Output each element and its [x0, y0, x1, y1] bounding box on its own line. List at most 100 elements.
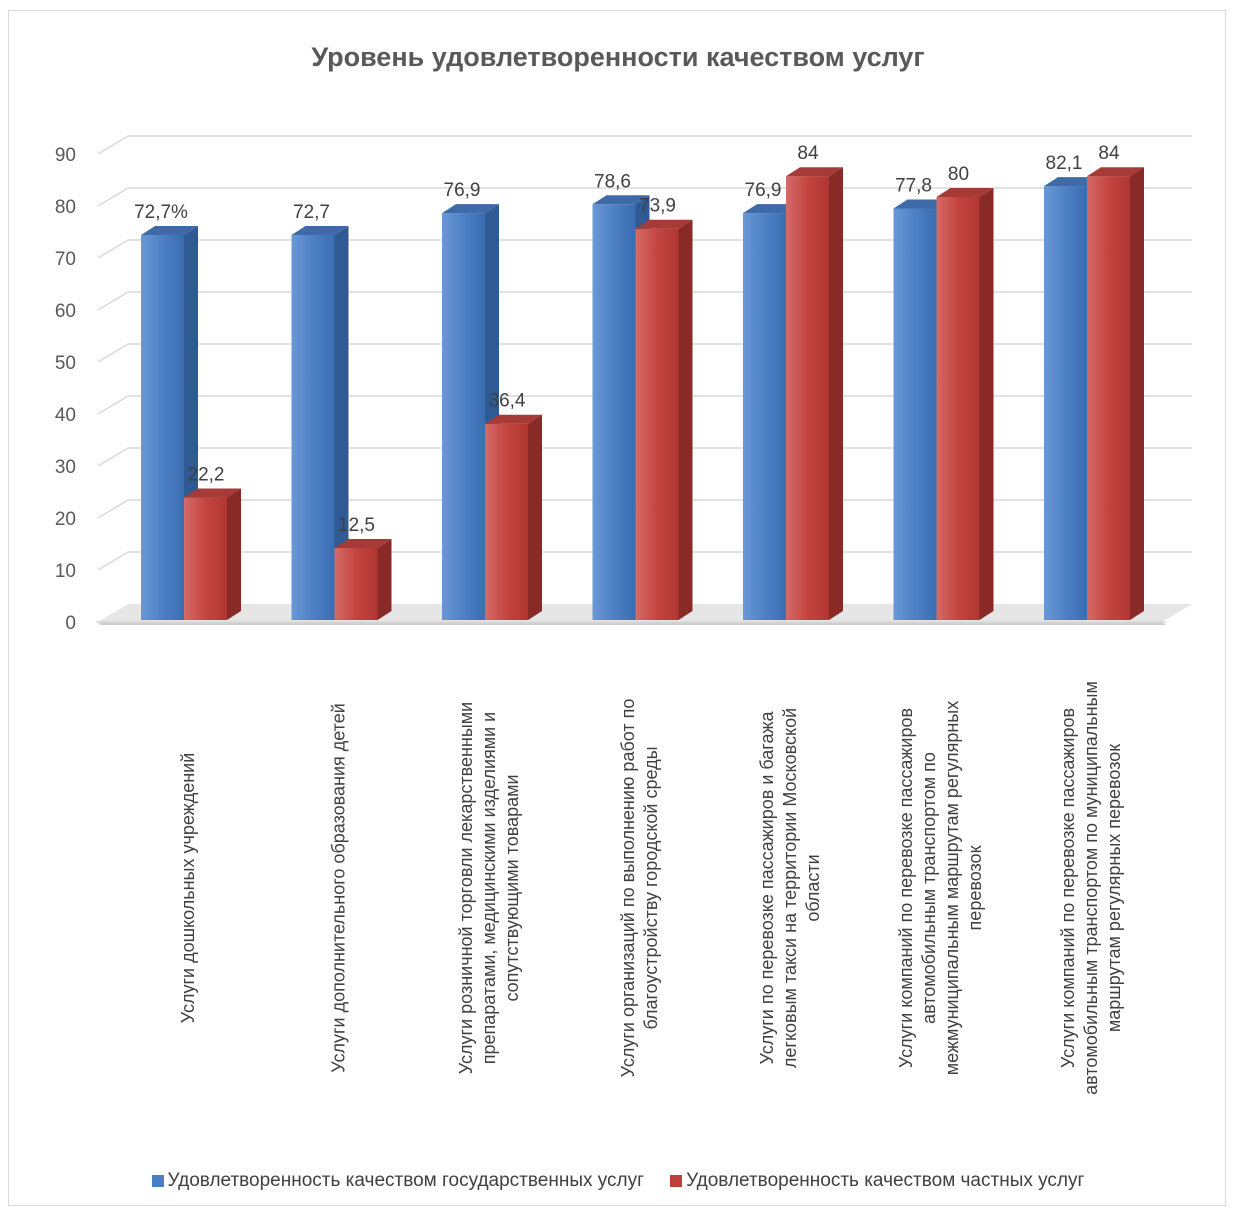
legend: Удовлетворенность качеством государствен…	[0, 1170, 1236, 1192]
bar-series2-7	[1087, 167, 1144, 620]
category-label-7: Услуги компаний по перевозке пассажиров а…	[1058, 681, 1124, 1095]
category-label-4: Услуги организаций по выполнению работ п…	[618, 699, 661, 1078]
bar-top	[334, 539, 392, 548]
bar-front	[141, 234, 184, 620]
data-label-public: 82,1	[1046, 153, 1083, 174]
bar-series2-1	[184, 488, 241, 620]
bar-top	[485, 414, 542, 424]
bar-top	[184, 488, 241, 498]
y-tick-label: 20	[55, 509, 76, 530]
bar-front	[1044, 186, 1087, 620]
data-label-private: 36,4	[489, 391, 526, 412]
category-label-line: маршрутам регулярных перевозок	[1104, 744, 1124, 1032]
data-label-public: 78,6	[594, 171, 631, 192]
category-label-line: Услуги по перевозке пассажиров и багажа	[757, 710, 777, 1064]
bar-front	[442, 213, 485, 620]
category-label-line: межмуниципальным маршрутам регулярных	[942, 701, 962, 1075]
gridline-diagonal	[97, 343, 129, 363]
y-tick-label: 80	[55, 197, 76, 218]
category-label-line: Услуги компаний по перевозке пассажиров	[1058, 708, 1078, 1068]
bar-series2-6	[936, 188, 994, 620]
bar-side	[334, 225, 349, 620]
bar-front	[1087, 176, 1130, 620]
category-label-line: Услуги дополнительного образования детей	[329, 703, 349, 1073]
category-label-line: Услуги организаций по выполнению работ п…	[618, 699, 638, 1078]
gridline-diagonal	[97, 239, 129, 259]
data-label-private: 12,5	[338, 515, 375, 536]
data-label-private: 84	[1098, 143, 1120, 164]
bar-side	[528, 414, 542, 620]
bar-top	[1087, 167, 1144, 177]
bar-top	[635, 219, 693, 229]
category-label-line: автомобильным транспортом по муниципальн…	[1081, 681, 1101, 1095]
legend-swatch-public	[151, 1175, 164, 1187]
bar-front	[592, 204, 636, 620]
bar-side	[1130, 167, 1144, 620]
bar-front	[635, 228, 679, 620]
bar-series2-4	[635, 219, 693, 620]
bar-top	[893, 199, 951, 209]
bar-front	[334, 548, 378, 620]
data-label-public: 72,7	[293, 202, 330, 223]
gridline-diagonal	[97, 187, 129, 207]
legend-item-private: Удовлетворенность качеством частных услу…	[670, 1170, 1084, 1192]
y-tick-label: 30	[55, 457, 76, 478]
bar-top	[592, 195, 650, 205]
category-label-3: Услуги розничной торговли лекарственными…	[456, 702, 522, 1074]
legend-item-public: Удовлетворенность качеством государствен…	[151, 1170, 645, 1192]
bar-series1-2	[291, 225, 349, 620]
gridline-diagonal	[97, 135, 129, 155]
bar-front	[936, 197, 980, 620]
category-label-line: Услуги компаний по перевозке пассажиров	[896, 708, 916, 1068]
category-label-1: Услуги дошкольных учреждений	[178, 753, 198, 1024]
y-tick-label: 50	[55, 353, 76, 374]
bar-side	[829, 167, 843, 620]
y-tick-label: 90	[55, 145, 76, 166]
data-label-private: 84	[797, 143, 819, 164]
bar-top	[936, 188, 994, 197]
bar-top	[743, 204, 800, 214]
bar-side	[377, 539, 392, 620]
category-label-line: Услуги розничной торговли лекарственными	[456, 702, 476, 1074]
category-label-line: автомобильным транспортом по	[919, 752, 939, 1024]
data-label-public: 72,7%	[134, 202, 188, 223]
bar-series2-5	[786, 167, 843, 620]
bar-side	[227, 488, 241, 620]
legend-label-public: Удовлетворенность качеством государствен…	[167, 1170, 645, 1191]
bar-series1-3	[442, 204, 499, 620]
bar-front	[743, 213, 786, 620]
bar-front	[485, 423, 528, 620]
bar-side	[979, 188, 994, 620]
bar-front	[184, 497, 227, 620]
category-label-6: Услуги компаний по перевозке пассажиров а…	[896, 701, 985, 1075]
category-label-line: препаратами, медицинскими изделиями и	[479, 712, 499, 1064]
category-label-line: сопутствующими товарами	[502, 774, 522, 1001]
legend-label-private: Удовлетворенность качеством частных услу…	[686, 1170, 1085, 1191]
bar-front	[291, 234, 335, 620]
data-label-public: 77,8	[895, 175, 932, 196]
bar-front	[893, 208, 937, 620]
bar-top	[442, 204, 499, 214]
category-label-line: легковым такси на территории Московской	[780, 708, 800, 1068]
category-label-line: перевозок	[965, 845, 985, 930]
data-label-private: 22,2	[188, 465, 225, 486]
bar-top	[291, 225, 349, 235]
y-tick-label: 40	[55, 405, 76, 426]
gridline-diagonal	[97, 499, 129, 519]
bar-top	[1044, 177, 1101, 187]
legend-swatch-private	[670, 1175, 683, 1187]
gridline-diagonal	[97, 395, 129, 415]
gridline-diagonal	[97, 447, 129, 467]
bar-top	[786, 167, 843, 177]
bar-series2-3	[485, 414, 542, 620]
data-label-private: 73,9	[639, 196, 676, 217]
bar-front	[786, 176, 829, 620]
bar-series2-2	[334, 539, 392, 620]
gridline-diagonal	[97, 291, 129, 311]
y-tick-label: 60	[55, 301, 76, 322]
y-tick-label: 70	[55, 249, 76, 270]
category-label-line: благоустройству городской среды	[641, 746, 661, 1029]
y-tick-label: 0	[65, 613, 76, 634]
gridline-diagonal	[97, 551, 129, 571]
